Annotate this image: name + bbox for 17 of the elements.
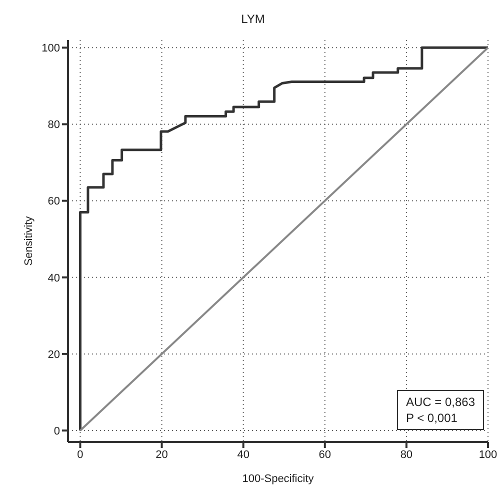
x-tick-label: 0 bbox=[77, 448, 84, 461]
x-axis-title: 100-Specificity bbox=[242, 473, 314, 485]
y-tick-label: 0 bbox=[54, 425, 60, 438]
y-tick-label: 80 bbox=[48, 119, 60, 132]
y-tick-label: 20 bbox=[48, 348, 60, 361]
chart-title: LYM bbox=[240, 11, 266, 28]
annotation: P < 0,001 bbox=[406, 410, 458, 426]
y-tick-label: 40 bbox=[48, 272, 60, 284]
x-tick-label: 40 bbox=[237, 448, 250, 461]
y-tick-label: 60 bbox=[48, 196, 60, 208]
y-axis-title: Sensitivity bbox=[22, 216, 35, 266]
y-tick-label: 100 bbox=[42, 42, 60, 55]
x-tick-label: 80 bbox=[400, 448, 413, 461]
annotation: AUC = 0,863 bbox=[406, 394, 475, 410]
x-tick-label: 100 bbox=[478, 448, 498, 461]
x-tick-label: 20 bbox=[156, 448, 168, 461]
x-tick-label: 60 bbox=[318, 448, 332, 461]
